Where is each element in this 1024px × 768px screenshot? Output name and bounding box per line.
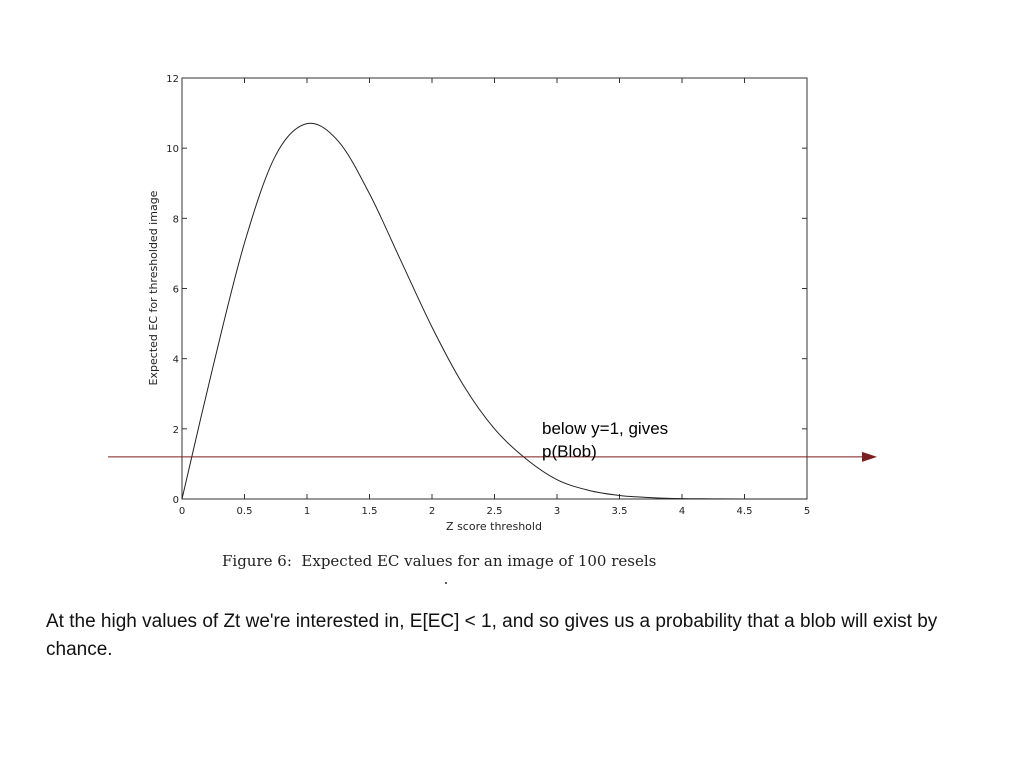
- x-tick-label: 2.5: [487, 506, 503, 517]
- x-tick-label: 1.5: [362, 506, 378, 517]
- x-tick-label: 4: [679, 506, 685, 517]
- x-tick-label: 2: [429, 506, 435, 517]
- y-tick-label: 4: [173, 355, 179, 366]
- y-tick-label: 0: [173, 495, 179, 506]
- y-tick-label: 6: [173, 285, 179, 296]
- x-axis-label: Z score threshold: [446, 520, 542, 533]
- chart: 0 0.5 1 1.5 2 2.5 3 3.5 4 4.5 5 0 2 4 6 8 10 12 Z score t…: [108, 74, 877, 584]
- reference-line-group: [108, 451, 877, 462]
- x-tick-label: 0.5: [237, 506, 253, 517]
- y-tick-label: 10: [166, 144, 179, 155]
- x-tick-label: 3.5: [612, 506, 628, 517]
- plot-frame: [181, 77, 808, 500]
- y-axis-label: Expected EC for thresholded image: [147, 190, 160, 385]
- y-tick-label: 2: [173, 425, 179, 436]
- annotation-line-2: p(Blob): [542, 442, 597, 461]
- y-tick-label: 8: [173, 214, 179, 225]
- series-group: [181, 122, 807, 500]
- caption-dot: [445, 582, 447, 584]
- annotation-line-1: below y=1, gives: [542, 419, 668, 438]
- reference-arrowhead: [862, 451, 877, 462]
- x-tick-label: 0: [179, 506, 185, 517]
- y-tick-label: 12: [166, 74, 179, 85]
- x-tick-label: 5: [804, 506, 810, 517]
- series-line: [181, 122, 807, 500]
- x-tick-label: 3: [554, 506, 560, 517]
- axis-ticks: 0 0.5 1 1.5 2 2.5 3 3.5 4 4.5 5 0 2 4 6 8 10 12: [166, 74, 810, 517]
- body-text: At the high values of Zt we're intereste…: [46, 611, 938, 660]
- x-tick-label: 4.5: [737, 506, 753, 517]
- figure-caption: Figure 6: Expected EC values for an imag…: [222, 552, 656, 570]
- x-tick-label: 1: [304, 506, 310, 517]
